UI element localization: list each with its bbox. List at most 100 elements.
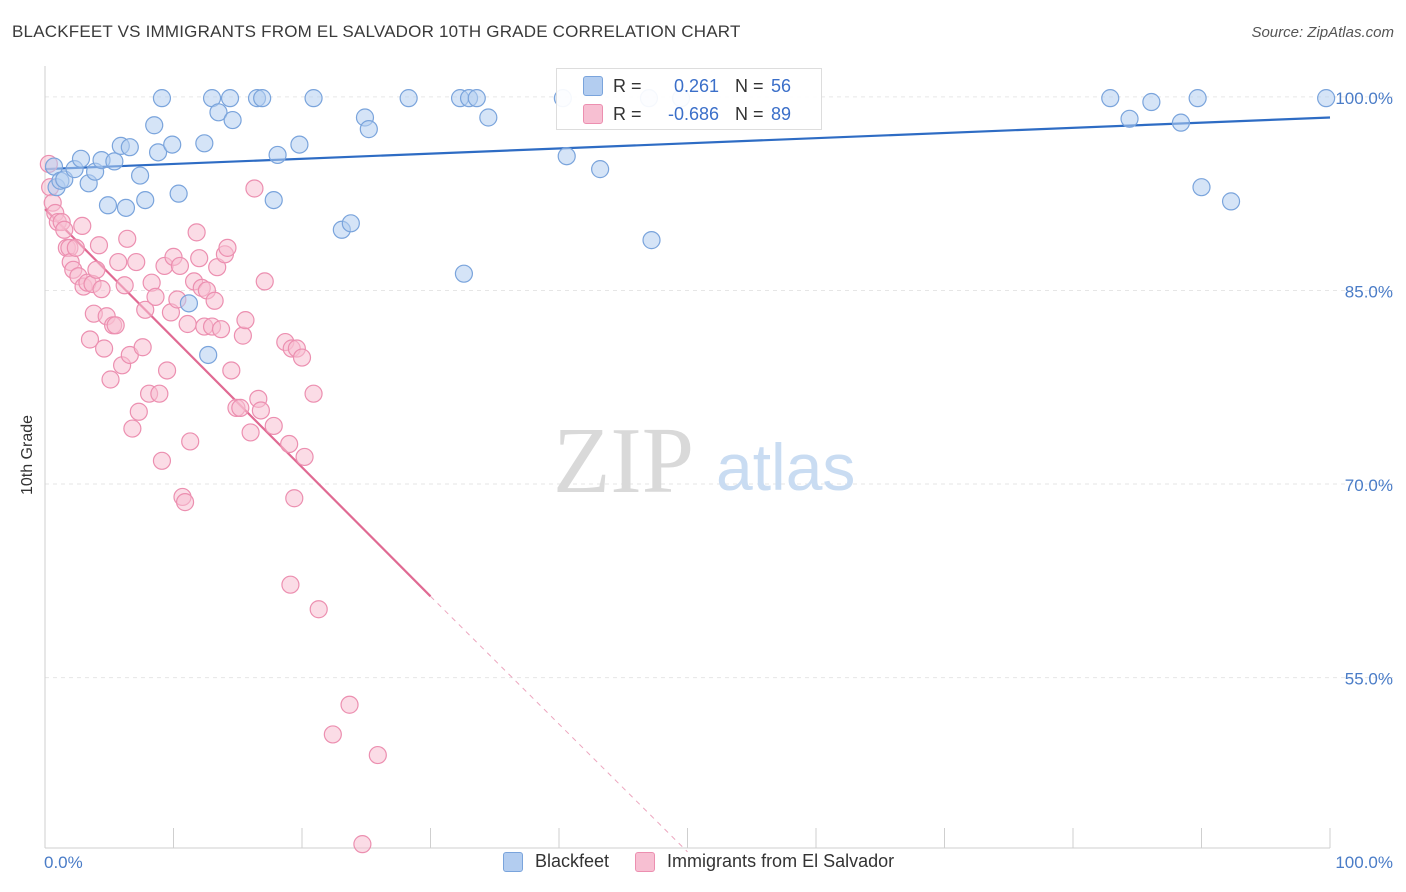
point-el-salvador [150, 384, 169, 403]
point-el-salvador [251, 401, 270, 420]
point-el-salvador [241, 423, 260, 442]
data-points [39, 89, 1336, 854]
point-el-salvador [55, 220, 74, 239]
point-el-salvador [218, 238, 237, 257]
point-el-salvador [309, 600, 328, 619]
point-el-salvador [66, 238, 85, 257]
stats-r-label: R = [613, 75, 642, 96]
point-blackfeet [479, 108, 498, 127]
legend-item-blackfeet[interactable]: Blackfeet [503, 851, 609, 872]
point-el-salvador [187, 223, 206, 242]
stats-n-value: 89 [771, 103, 792, 124]
legend: Blackfeet Immigrants from El Salvador [503, 851, 920, 872]
point-el-salvador [101, 370, 120, 389]
point-blackfeet [152, 89, 172, 108]
x-tick-label-max: 100.0% [1335, 853, 1393, 872]
point-blackfeet [199, 345, 218, 365]
point-el-salvador [129, 402, 148, 421]
stats-row-blackfeet: R = 0.261 N = 56 [557, 72, 821, 100]
point-el-salvador [353, 835, 372, 854]
legend-label-el-salvador: Immigrants from El Salvador [667, 851, 895, 871]
point-el-salvador [368, 745, 387, 765]
point-blackfeet [1221, 192, 1241, 211]
point-blackfeet [359, 120, 378, 139]
point-el-salvador [222, 361, 241, 380]
point-blackfeet [341, 214, 360, 233]
point-el-salvador [87, 260, 106, 279]
point-blackfeet [1142, 92, 1161, 112]
point-el-salvador [152, 451, 172, 470]
trend-line-el-salvador-extension [430, 595, 688, 853]
point-blackfeet [290, 135, 309, 154]
point-el-salvador [170, 256, 190, 276]
y-tick-labels: 100.0% 85.0% 70.0% 55.0% [1335, 89, 1393, 689]
point-blackfeet [223, 110, 242, 130]
y-axis-label: 10th Grade [19, 414, 36, 496]
point-blackfeet [264, 190, 283, 210]
stats-swatch-blue [583, 76, 603, 96]
chart-title: BLACKFEET VS IMMIGRANTS FROM EL SALVADOR… [12, 22, 741, 41]
point-el-salvador [175, 493, 195, 512]
point-blackfeet [253, 89, 272, 108]
point-blackfeet [105, 152, 124, 171]
stats-n-value: 56 [771, 75, 792, 96]
legend-swatch-pink [635, 851, 656, 872]
point-el-salvador [264, 416, 283, 436]
point-blackfeet [557, 147, 576, 166]
point-blackfeet [148, 143, 168, 162]
point-el-salvador [205, 291, 224, 310]
point-el-salvador [211, 320, 231, 339]
stats-swatch-pink [583, 104, 603, 124]
point-blackfeet [209, 103, 228, 122]
point-el-salvador [178, 314, 197, 334]
point-el-salvador [340, 695, 359, 714]
point-blackfeet [179, 294, 199, 313]
point-blackfeet [642, 231, 661, 250]
trend-line-blackfeet [44, 116, 1331, 171]
point-el-salvador [127, 252, 146, 272]
point-el-salvador [136, 300, 155, 319]
watermark-zip: ZIP [553, 409, 694, 513]
legend-swatch-blue [503, 851, 523, 872]
point-el-salvador [89, 236, 109, 255]
point-blackfeet [1171, 113, 1191, 132]
point-el-salvador [190, 249, 209, 268]
point-el-salvador [281, 575, 300, 594]
point-el-salvador [181, 432, 200, 451]
legend-label-blackfeet: Blackfeet [535, 851, 610, 871]
y-tick-label: 55.0% [1345, 670, 1393, 689]
point-el-salvador [285, 489, 304, 508]
point-blackfeet [454, 264, 474, 283]
point-blackfeet [136, 190, 155, 210]
point-blackfeet [591, 160, 610, 179]
point-el-salvador [146, 287, 165, 306]
point-blackfeet [1188, 89, 1207, 108]
point-el-salvador [95, 339, 114, 358]
point-blackfeet [195, 134, 214, 153]
x-tick-label-min: 0.0% [44, 853, 83, 872]
point-blackfeet [116, 198, 136, 217]
legend-item-el-salvador[interactable]: Immigrants from El Salvador [635, 851, 894, 872]
point-el-salvador [73, 216, 92, 236]
point-el-salvador [304, 384, 323, 403]
source-credit: Source: ZipAtlas.com [1251, 24, 1394, 41]
point-el-salvador [245, 179, 264, 198]
point-blackfeet [220, 89, 240, 108]
point-el-salvador [236, 311, 255, 330]
point-el-salvador [123, 419, 142, 438]
point-el-salvador [133, 338, 152, 357]
point-blackfeet [1120, 109, 1139, 128]
point-el-salvador [292, 348, 312, 367]
watermark: ZIP atlas [553, 409, 855, 513]
y-tick-label: 100.0% [1335, 89, 1393, 108]
stats-r-label: R = [613, 103, 642, 124]
point-el-salvador [233, 326, 252, 345]
point-el-salvador [106, 316, 125, 335]
point-blackfeet [1101, 89, 1120, 108]
y-tick-label: 85.0% [1345, 282, 1393, 301]
point-blackfeet [1192, 178, 1211, 197]
axes [44, 66, 1331, 849]
point-blackfeet [268, 145, 287, 165]
point-el-salvador [295, 447, 314, 467]
